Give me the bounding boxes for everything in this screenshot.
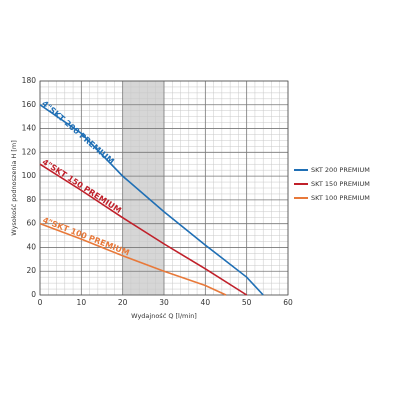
x-tick-label: 0 — [38, 298, 43, 307]
y-tick-label: 100 — [22, 171, 37, 180]
series-line — [39, 163, 248, 296]
x-tick-label: 60 — [283, 298, 293, 307]
y-tick-label: 80 — [26, 195, 36, 204]
y-tick-label: 60 — [26, 219, 36, 228]
plot-frame — [39, 80, 289, 296]
legend-label: SKT 100 PREMIUM — [311, 194, 370, 202]
y-tick-label: 0 — [31, 290, 36, 299]
y-tick-label: 160 — [22, 100, 37, 109]
x-axis-label: Wydajność Q [l/min] — [131, 312, 197, 320]
legend-label: SKT 200 PREMIUM — [311, 166, 370, 174]
y-tick-label: 40 — [26, 242, 36, 251]
y-axis-label: Wysokość podnoszenia H [m] — [10, 140, 18, 236]
series-line — [39, 104, 264, 296]
x-tick-label: 50 — [242, 298, 252, 307]
legend-label: SKT 150 PREMIUM — [311, 180, 370, 188]
y-tick-label: 140 — [22, 124, 37, 133]
curve-label: 4"SKT 150 PREMIUM — [41, 157, 123, 215]
curve-label: 4"SKT 100 PREMIUM — [41, 216, 130, 258]
y-tick-label: 20 — [26, 266, 36, 275]
x-tick-label: 40 — [201, 298, 211, 307]
y-tick-label: 120 — [22, 147, 37, 156]
curve-label: 4"SKT 200 PREMIUM — [40, 99, 116, 166]
series-line — [39, 222, 227, 296]
x-tick-label: 10 — [77, 298, 87, 307]
x-tick-label: 30 — [159, 298, 169, 307]
y-tick-label: 180 — [22, 76, 37, 85]
x-tick-label: 20 — [118, 298, 128, 307]
